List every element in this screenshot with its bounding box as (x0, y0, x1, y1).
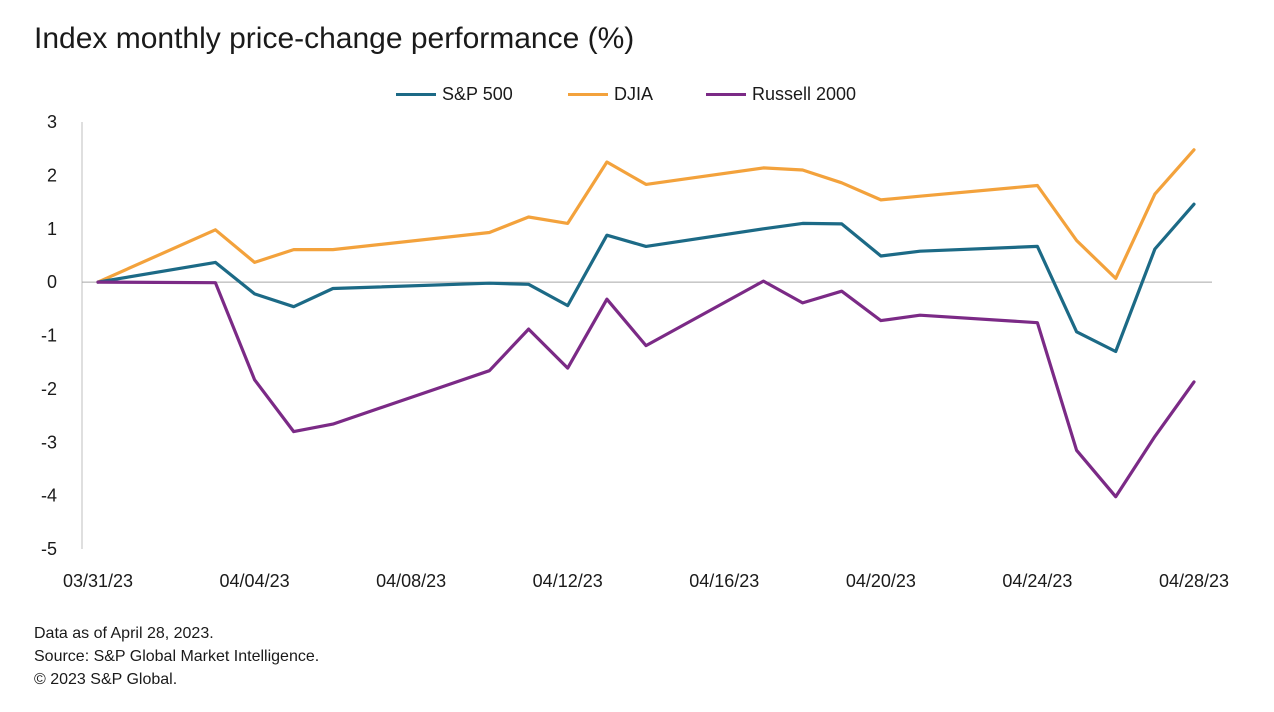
legend-item-djia: DJIA (568, 84, 653, 105)
legend-item-russell2000: Russell 2000 (706, 84, 856, 105)
series-line-russell2000 (96, 279, 1196, 499)
x-tick-label: 04/20/23 (846, 571, 916, 591)
legend-item-sp500: S&P 500 (396, 84, 513, 105)
legend-label-russell2000: Russell 2000 (752, 84, 857, 104)
y-tick-label: -5 (41, 539, 57, 559)
y-tick-label: -1 (41, 326, 57, 346)
chart-title: Index monthly price-change performance (… (34, 22, 635, 55)
legend-swatch-russell2000 (706, 93, 746, 96)
x-tick-label: 04/12/23 (533, 571, 603, 591)
legend-swatch-djia (568, 93, 608, 96)
y-tick-label: -2 (41, 379, 57, 399)
x-tick-label: 04/08/23 (376, 571, 446, 591)
x-tick-label: 04/04/23 (220, 571, 290, 591)
y-tick-label: 0 (47, 272, 57, 292)
legend-label-djia: DJIA (614, 84, 654, 104)
y-tick-label: -3 (41, 432, 57, 452)
y-tick-label: 2 (47, 165, 57, 185)
x-tick-label: 04/24/23 (1002, 571, 1072, 591)
footnote-source: Source: S&P Global Market Intelligence. (34, 648, 320, 665)
y-tick-label: 1 (47, 219, 57, 239)
footnote-data-date: Data as of April 28, 2023. (34, 625, 214, 642)
series-line-djia (96, 148, 1196, 284)
chart-legend: S&P 500 DJIA Russell 2000 (0, 84, 1274, 110)
footnote-copyright: © 2023 S&P Global. (34, 671, 178, 688)
y-tick-label: -4 (41, 486, 57, 506)
series-line-sp500 (96, 202, 1196, 354)
footnotes: Data as of April 28, 2023. Source: S&P G… (34, 622, 319, 691)
legend-label-sp500: S&P 500 (442, 84, 513, 104)
legend-swatch-sp500 (396, 93, 436, 96)
x-tick-label: 04/28/23 (1159, 571, 1229, 591)
x-tick-label: 03/31/23 (63, 571, 133, 591)
x-tick-label: 04/16/23 (689, 571, 759, 591)
y-tick-label: 3 (47, 112, 57, 132)
